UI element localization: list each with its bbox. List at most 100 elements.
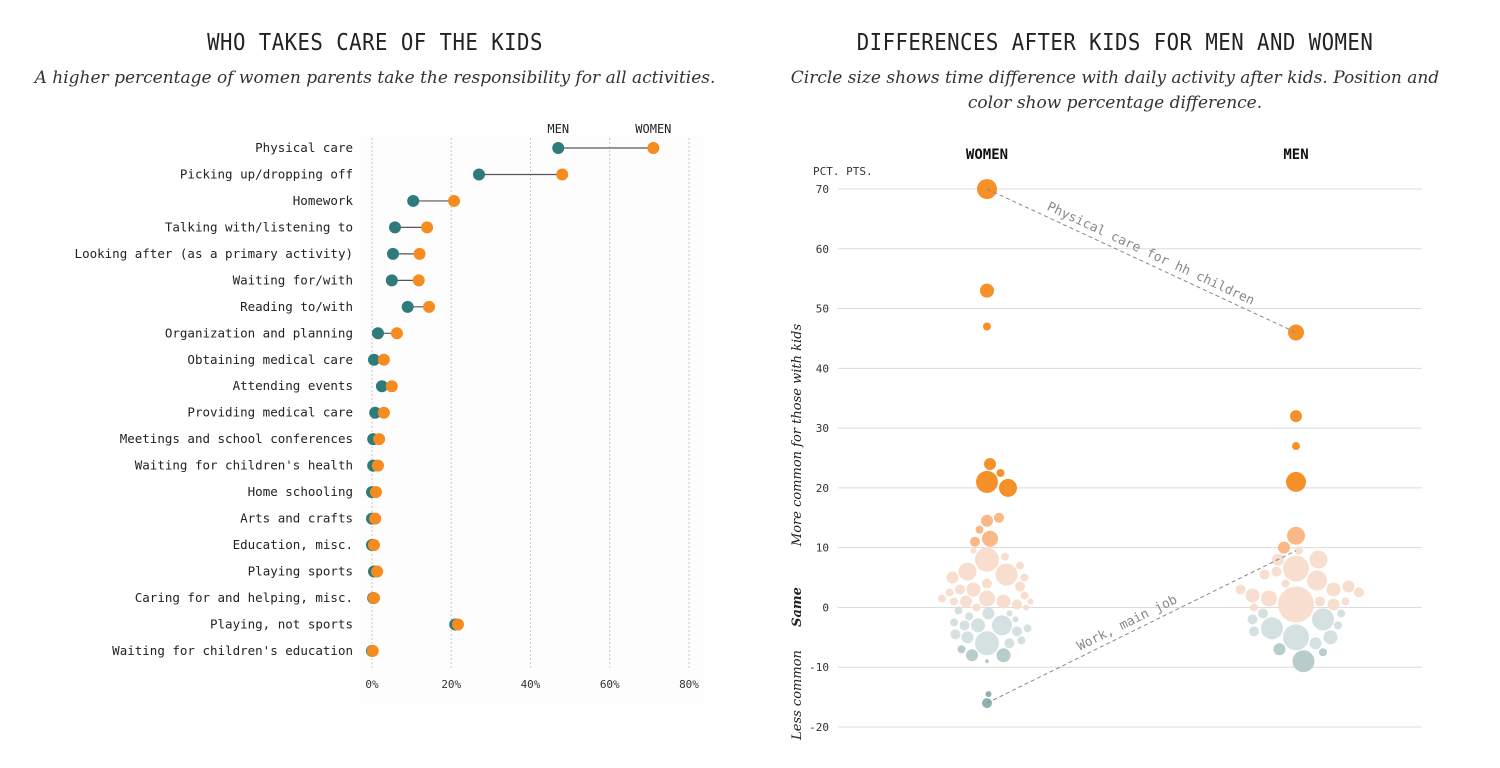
activity-bubble: [1235, 584, 1246, 595]
women-dot: [647, 142, 660, 154]
activity-bubble: [1295, 546, 1303, 555]
activity-bubble: [1245, 588, 1260, 603]
activity-bubble: [950, 618, 958, 627]
activity-bubble: [979, 590, 995, 607]
women-dot: [421, 221, 434, 234]
row-label: Caring for and helping, misc.: [135, 590, 353, 605]
activity-bubble: [954, 606, 963, 615]
activity-bubble: [1288, 324, 1304, 341]
activity-bubble: [999, 478, 1017, 497]
activity-bubble: [996, 648, 1011, 663]
activity-bubble: [950, 597, 958, 606]
right-chart-title: DIFFERENCES AFTER KIDS FOR MEN AND WOMEN: [856, 30, 1374, 56]
row-label: Playing sports: [248, 564, 353, 579]
activity-bubble: [1337, 609, 1345, 618]
axis-label-same: Same: [790, 587, 805, 627]
y-unit-label: PCT. PTS.: [813, 165, 873, 178]
activity-bubble: [1286, 471, 1306, 492]
women-dot: [377, 406, 390, 419]
women-dot: [367, 539, 380, 552]
row-label: Picking up/dropping off: [180, 166, 353, 181]
activity-bubble: [1247, 614, 1258, 625]
x-tick-label: 0%: [365, 678, 379, 691]
women-dot: [451, 618, 464, 631]
activity-bubble: [966, 649, 978, 662]
row-label: Physical care: [255, 140, 353, 155]
women-dot: [371, 459, 384, 472]
row-label: Home schooling: [248, 484, 353, 499]
group-label-women: WOMEN: [966, 147, 1008, 163]
activity-bubble: [982, 578, 992, 589]
activity-bubble: [945, 588, 954, 597]
legend-men: MEN: [547, 122, 569, 136]
men-dot: [375, 380, 388, 393]
activity-bubble: [1327, 598, 1340, 611]
activity-bubble: [995, 563, 1018, 586]
left-chart-title: WHO TAKES CARE OF THE KIDS: [207, 30, 543, 56]
activity-bubble: [1292, 442, 1300, 451]
activity-bubble: [982, 607, 995, 620]
x-tick-label: 40%: [521, 678, 541, 691]
activity-bubble: [984, 457, 996, 470]
men-dot: [407, 194, 420, 207]
activity-bubble: [970, 536, 980, 547]
activity-bubble: [971, 618, 985, 633]
men-dot: [552, 142, 565, 154]
y-tick-label: 30: [816, 422, 829, 435]
activity-bubble: [1283, 624, 1309, 651]
activity-bubble: [1250, 603, 1258, 612]
activity-bubble: [1323, 630, 1338, 645]
activity-bubble: [1334, 621, 1342, 630]
activity-bubble: [1012, 616, 1019, 623]
plot-background: [360, 135, 705, 705]
activity-bubble: [1273, 643, 1286, 656]
group-label-men: MEN: [1283, 147, 1308, 163]
row-label: Talking with/listening to: [165, 219, 353, 234]
activity-bubble: [1290, 410, 1302, 423]
y-tick-label: 0: [822, 601, 829, 614]
y-tick-label: 50: [816, 303, 829, 316]
activity-bubble: [960, 595, 972, 608]
annotation-label: Work, main job: [1075, 592, 1180, 654]
activity-bubble: [1287, 526, 1305, 545]
activity-bubble: [1319, 648, 1327, 657]
row-label: Waiting for children's education: [112, 643, 353, 658]
women-dot: [369, 486, 382, 499]
activity-bubble: [1309, 550, 1328, 569]
activity-bubble: [1312, 608, 1334, 631]
women-dot: [385, 380, 398, 393]
row-label: Obtaining medical care: [187, 352, 353, 367]
men-dot: [367, 353, 380, 366]
activity-bubble: [996, 594, 1011, 609]
annotation-line: [986, 188, 1297, 333]
activity-bubble: [1249, 626, 1259, 637]
row-label: Providing medical care: [187, 405, 353, 420]
right-chart-subtitle-line2: color show percentage difference.: [967, 93, 1263, 113]
x-tick-label: 60%: [600, 678, 620, 691]
y-tick-label: 60: [816, 243, 829, 256]
activity-bubble: [966, 582, 981, 597]
row-label: Education, misc.: [233, 537, 353, 552]
activity-bubble: [957, 645, 966, 654]
activity-bubble: [1012, 626, 1022, 637]
activity-bubble: [1309, 637, 1322, 650]
activity-bubble: [975, 547, 999, 572]
activity-bubble: [975, 525, 984, 534]
activity-bubble: [1341, 597, 1350, 606]
activity-bubble: [980, 283, 994, 298]
activity-bubble: [992, 615, 1012, 636]
left-chart-subtitle: A higher percentage of women parents tak…: [34, 68, 716, 88]
women-dot: [556, 168, 569, 181]
men-dot: [401, 300, 414, 313]
men-dot: [385, 274, 398, 287]
activity-bubble: [1342, 580, 1355, 593]
row-label: Attending events: [233, 378, 353, 393]
activity-bubble: [1281, 579, 1290, 588]
row-label: Reading to/with: [240, 299, 353, 314]
women-dot: [377, 353, 390, 366]
x-tick-label: 80%: [679, 678, 699, 691]
activity-bubble: [961, 631, 974, 644]
activity-bubble: [959, 620, 970, 631]
axis-label-more: More common for those with kids: [790, 324, 805, 548]
